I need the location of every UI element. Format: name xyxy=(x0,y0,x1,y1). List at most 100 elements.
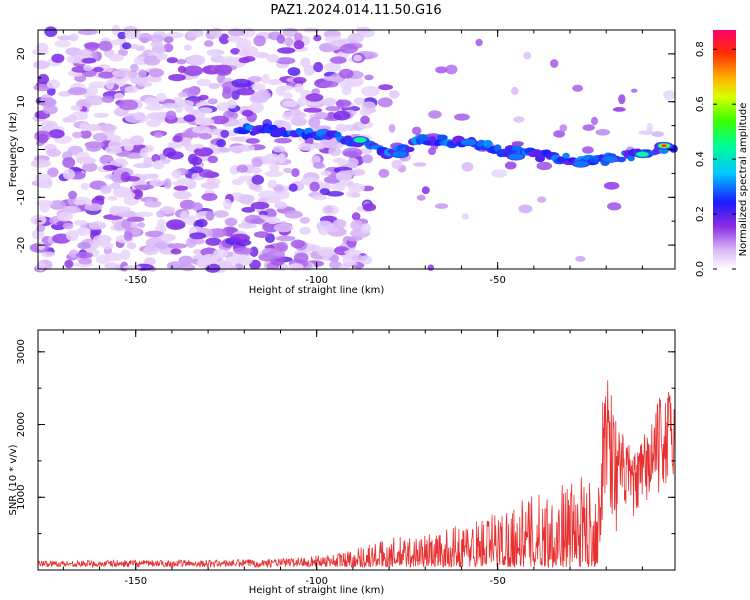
spectrogram-noise-blob xyxy=(320,81,339,88)
spectrogram-noise-blob xyxy=(513,116,525,123)
spectrogram-noise-blob xyxy=(288,263,304,272)
spectrogram-y-tick-label: 20 xyxy=(16,48,27,61)
spectrogram-noise-blob xyxy=(167,243,188,249)
spectrogram-noise-blob xyxy=(120,249,131,260)
spectrogram-noise-blob xyxy=(185,237,197,248)
spectrogram-noise-blob xyxy=(181,140,192,148)
spectrogram-noise-blob xyxy=(134,184,154,190)
spectrogram-noise-blob xyxy=(84,203,103,212)
spectrogram-noise-blob xyxy=(93,234,112,245)
spectrogram-noise-blob xyxy=(294,83,304,93)
spectrogram-noise-blob xyxy=(268,79,282,86)
spectrogram-noise-blob xyxy=(274,137,292,144)
spectrogram-noise-blob xyxy=(137,32,153,43)
spectrogram-ridge-peak xyxy=(354,137,367,143)
spectrogram-ridge-cell xyxy=(268,124,278,131)
spectrogram-noise-blob xyxy=(47,167,59,178)
spectrogram-noise-blob xyxy=(239,194,254,205)
spectrogram-noise-blob xyxy=(36,199,53,207)
spectrogram-noise-blob xyxy=(536,161,553,171)
spectrogram-noise-blob xyxy=(416,194,426,201)
spectrogram-noise-blob xyxy=(82,162,98,172)
spectrogram-noise-blob xyxy=(208,83,220,90)
spectrogram-noise-blob xyxy=(293,252,309,264)
spectrogram-noise-blob xyxy=(49,200,66,210)
spectrogram-noise-blob xyxy=(131,227,142,236)
colorbar-label: Normalized spectral amplitude xyxy=(738,103,749,257)
spectrogram-noise-blob xyxy=(250,167,262,174)
spectrogram-noise-blob xyxy=(196,218,208,228)
spectrogram-noise-blob xyxy=(198,94,209,101)
snr-x-tick-label: -100 xyxy=(305,576,328,587)
spectrogram-noise-blob xyxy=(646,122,653,133)
spectrogram-noise-blob xyxy=(582,146,594,154)
spectrogram-noise-blob xyxy=(73,219,88,226)
spectrogram-noise-blob xyxy=(154,241,168,250)
spectrogram-noise-blob xyxy=(172,180,188,186)
spectrogram-noise-blob xyxy=(137,222,146,228)
spectrogram-noise-blob xyxy=(291,111,307,119)
spectrogram-noise-blob xyxy=(320,170,332,176)
spectrogram-noise-blob xyxy=(323,75,338,82)
spectrogram-noise-blob xyxy=(274,201,288,210)
spectrogram-y-tick-label: 10 xyxy=(16,95,27,108)
spectrogram-noise-blob xyxy=(250,201,270,210)
spectrogram-noise-blob xyxy=(435,66,448,74)
spectrogram-noise-blob xyxy=(272,145,285,153)
spectrogram-noise-blob xyxy=(107,195,118,201)
spectrogram-noise-blob xyxy=(328,261,343,269)
spectrogram-ridge-cell xyxy=(616,156,626,163)
spectrogram-noise-blob xyxy=(317,220,332,227)
spectrogram-ridge-cell xyxy=(511,145,523,152)
spectrogram-ridge-cell xyxy=(627,154,635,162)
spectrogram-noise-blob xyxy=(428,110,442,119)
spectrogram-noise-blob xyxy=(254,52,269,59)
spectrogram-noise-blob xyxy=(64,259,74,269)
spectrogram-noise-blob xyxy=(361,86,380,97)
spectrogram-noise-blob xyxy=(207,49,222,57)
spectrogram-noise-blob xyxy=(266,216,280,225)
spectrogram-y-tick-label: -20 xyxy=(16,237,27,253)
spectrogram-noise-blob xyxy=(186,54,206,66)
spectrogram-noise-blob xyxy=(276,34,286,44)
spectrogram-noise-blob xyxy=(100,185,112,194)
spectrogram-noise-blob xyxy=(80,182,90,190)
spectrogram-noise-blob xyxy=(249,246,259,258)
spectrogram-noise-blob xyxy=(266,249,285,259)
spectrogram-noise-blob xyxy=(176,58,187,65)
spectrogram-noise-blob xyxy=(231,178,244,186)
spectrogram-ridge-cell xyxy=(436,134,448,141)
spectrogram-noise-blob xyxy=(126,216,145,222)
spectrogram-noise-blob xyxy=(163,36,174,44)
spectrogram-noise-blob xyxy=(325,106,341,112)
spectrogram-noise-blob xyxy=(230,48,241,55)
spectrogram-noise-blob xyxy=(248,102,264,113)
spectrogram-noise-blob xyxy=(129,43,139,50)
spectrogram-noise-blob xyxy=(328,146,342,157)
spectrogram-noise-blob xyxy=(137,81,153,87)
spectrogram-noise-blob xyxy=(94,195,105,201)
spectrogram-noise-blob xyxy=(207,228,228,238)
snr-panel: -150 -100 -50 1000 2000 3000 Height of straig… xyxy=(8,329,676,596)
spectrogram-noise-blob xyxy=(43,104,58,115)
spectrogram-noise-blob xyxy=(275,241,288,253)
spectrogram-noise-blob xyxy=(218,33,230,45)
spectrogram-noise-blob xyxy=(200,182,220,190)
spectrogram-noise-blob xyxy=(618,94,626,105)
spectrogram-x-axis-label: Height of straight line (km) xyxy=(249,285,385,296)
snr-y-axis-label: SNR (10 * v/v) xyxy=(8,444,19,515)
spectrogram-noise-blob xyxy=(172,135,183,143)
snr-plot-area xyxy=(38,380,675,569)
spectrogram-noise-blob xyxy=(104,252,123,262)
colorbar-ticks: 0.0 0.2 0.4 0.6 0.8 xyxy=(695,41,736,277)
spectrogram-noise-blob xyxy=(67,114,77,123)
spectrogram-noise-blob xyxy=(282,111,295,120)
spectrogram-noise-blob xyxy=(118,99,139,111)
snr-frame xyxy=(37,329,676,571)
spectrogram-noise-blob xyxy=(308,117,321,128)
spectrogram-noise-blob xyxy=(388,123,396,133)
spectrogram-noise-blob xyxy=(413,162,427,167)
spectrogram-noise-blob xyxy=(78,49,92,56)
